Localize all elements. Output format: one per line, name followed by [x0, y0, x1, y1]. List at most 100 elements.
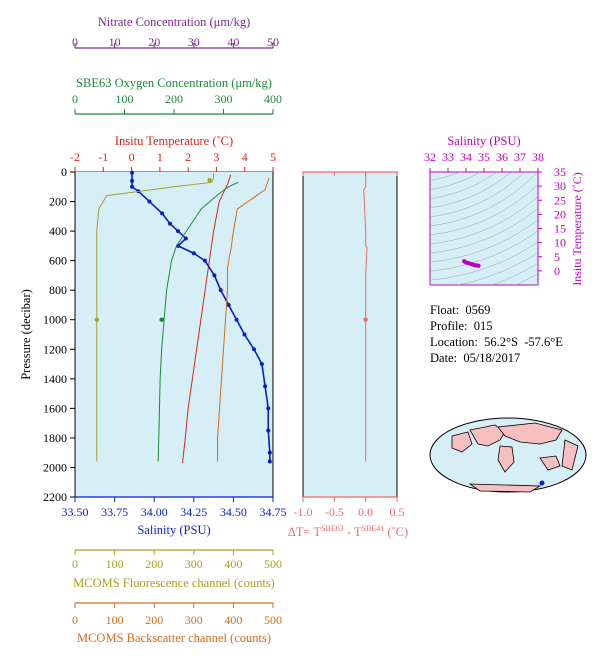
delta-title-part: ΔT= T — [288, 525, 322, 539]
salinity-point — [226, 302, 231, 307]
temperature-tick-label: 5 — [270, 150, 276, 164]
pressure-tick-label: 400 — [49, 224, 67, 238]
backscatter-tick-label: 400 — [224, 613, 242, 627]
delta-tick-label: -0.5 — [325, 505, 344, 519]
salinity-point — [183, 236, 188, 241]
salinity-point — [175, 229, 180, 234]
pressure-tick-label: 600 — [49, 254, 67, 268]
salinity-tick-label: 33.75 — [101, 505, 128, 519]
fluorescence-tick-label: 0 — [72, 557, 78, 571]
ts-x-axis-title: Salinity (PSU) — [447, 134, 520, 148]
salinity-tick-label: 34.50 — [220, 505, 247, 519]
temperature-tick-label: 1 — [157, 150, 163, 164]
pressure-axis-title: Pressure (decibar) — [19, 289, 33, 380]
temperature-profile-line — [181, 174, 232, 464]
temperature-tick-label: 2 — [185, 150, 191, 164]
map-landmass — [451, 431, 473, 453]
salinity-point — [191, 251, 196, 256]
delta-t-line — [363, 172, 368, 462]
ts-x-tick-label: 32 — [424, 150, 436, 164]
ts-x-tick-label: 37 — [514, 150, 526, 164]
salinity-point — [147, 199, 152, 204]
pressure-tick-label: 2200 — [43, 490, 67, 504]
oxygen-tick-label: 100 — [116, 92, 134, 106]
salinity-point — [263, 384, 268, 389]
ts-y-tick-label: 20 — [554, 207, 566, 221]
nitrate-axis-title: Nitrate Concentration (μm/kg) — [98, 15, 251, 29]
backscatter-tick-label: 100 — [106, 613, 124, 627]
delta-title-sup: SBE63 — [321, 524, 344, 533]
pressure-tick-label: 1000 — [43, 313, 67, 327]
nitrate-tick-label: 50 — [267, 35, 279, 49]
ts-x-tick-label: 34 — [460, 150, 472, 164]
ts-y-tick-label: 35 — [554, 165, 566, 179]
fluorescence-marker — [94, 317, 99, 322]
delta-tick-label: 0.5 — [390, 505, 405, 519]
oxygen-marker — [159, 317, 164, 322]
salinity-point — [267, 450, 272, 455]
delta-title-part: (˚C) — [384, 525, 408, 539]
main-plot-background — [75, 172, 273, 497]
salinity-point — [234, 317, 239, 322]
ts-y-tick-label: 30 — [554, 179, 566, 193]
oxygen-tick-label: 200 — [165, 92, 183, 106]
salinity-point — [266, 428, 271, 433]
ts-contour — [430, 172, 497, 199]
oxygen-profile-line — [157, 181, 239, 462]
salinity-point — [266, 406, 271, 411]
backscatter-tick-label: 0 — [72, 613, 78, 627]
delta-title-part: - T — [344, 525, 362, 539]
delta-tick-label: 0.0 — [358, 505, 373, 519]
ts-y-tick-label: 0 — [554, 264, 560, 278]
salinity-point — [130, 184, 135, 189]
nitrate-tick-label: 30 — [188, 35, 200, 49]
ts-y-tick-label: 5 — [554, 250, 560, 264]
map-landmass — [469, 424, 506, 447]
backscatter-profile-line — [217, 177, 270, 462]
salinity-tick-label: 34.00 — [141, 505, 168, 519]
profile-number: Profile: 015 — [430, 319, 493, 333]
float-id: Float: 0569 — [430, 303, 491, 317]
delta-t-marker — [363, 317, 368, 322]
backscatter-axis-title: MCOMS Backscatter channel (counts) — [77, 631, 271, 645]
temperature-tick-label: -2 — [70, 150, 80, 164]
ts-plot-background — [429, 171, 539, 286]
fluorescence-profile-line — [96, 172, 215, 462]
map-landmass — [497, 445, 515, 473]
fluorescence-tick-label: 100 — [106, 557, 124, 571]
ts-x-tick-label: 33 — [442, 150, 454, 164]
profile-date: Date: 05/18/2017 — [430, 351, 521, 365]
nitrate-tick-label: 20 — [148, 35, 160, 49]
oxygen-tick-label: 400 — [264, 92, 282, 106]
nitrate-marker — [207, 177, 212, 183]
oxygen-axis-title: SBE63 Oxygen Concentration (μm/kg) — [76, 76, 272, 90]
pressure-tick-label: 0 — [61, 165, 67, 179]
nitrate-tick-label: 0 — [72, 35, 78, 49]
map-landmass — [468, 483, 542, 493]
pressure-tick-label: 1800 — [43, 431, 67, 445]
temperature-tick-label: 0 — [129, 150, 135, 164]
nitrate-tick-label: 10 — [109, 35, 121, 49]
fluorescence-tick-label: 400 — [224, 557, 242, 571]
salinity-point — [130, 170, 135, 175]
temperature-axis-title: Insitu Temperature (˚C) — [115, 134, 233, 148]
map-landmass — [539, 455, 561, 471]
pressure-tick-label: 800 — [49, 283, 67, 297]
fluorescence-tick-label: 300 — [185, 557, 203, 571]
ts-point — [476, 263, 481, 268]
temperature-tick-label: 4 — [242, 150, 248, 164]
delta-title-sup: SBE41 — [362, 524, 385, 533]
ts-x-tick-label: 38 — [532, 150, 544, 164]
ts-y-tick-label: 10 — [554, 236, 566, 250]
temperature-tick-label: 3 — [213, 150, 219, 164]
salinity-point — [160, 211, 165, 216]
salinity-point — [251, 347, 256, 352]
ts-y-tick-label: 25 — [554, 193, 566, 207]
delta-t-panel: -1.0 -0.5 0.0 0.5 ΔT= TSBE63 - TSBE41 (˚C) — [288, 171, 408, 539]
backscatter-tick-label: 300 — [185, 613, 203, 627]
salinity-point — [259, 362, 264, 367]
ts-x-tick-label: 36 — [496, 150, 508, 164]
salinity-profile-line — [131, 172, 271, 462]
